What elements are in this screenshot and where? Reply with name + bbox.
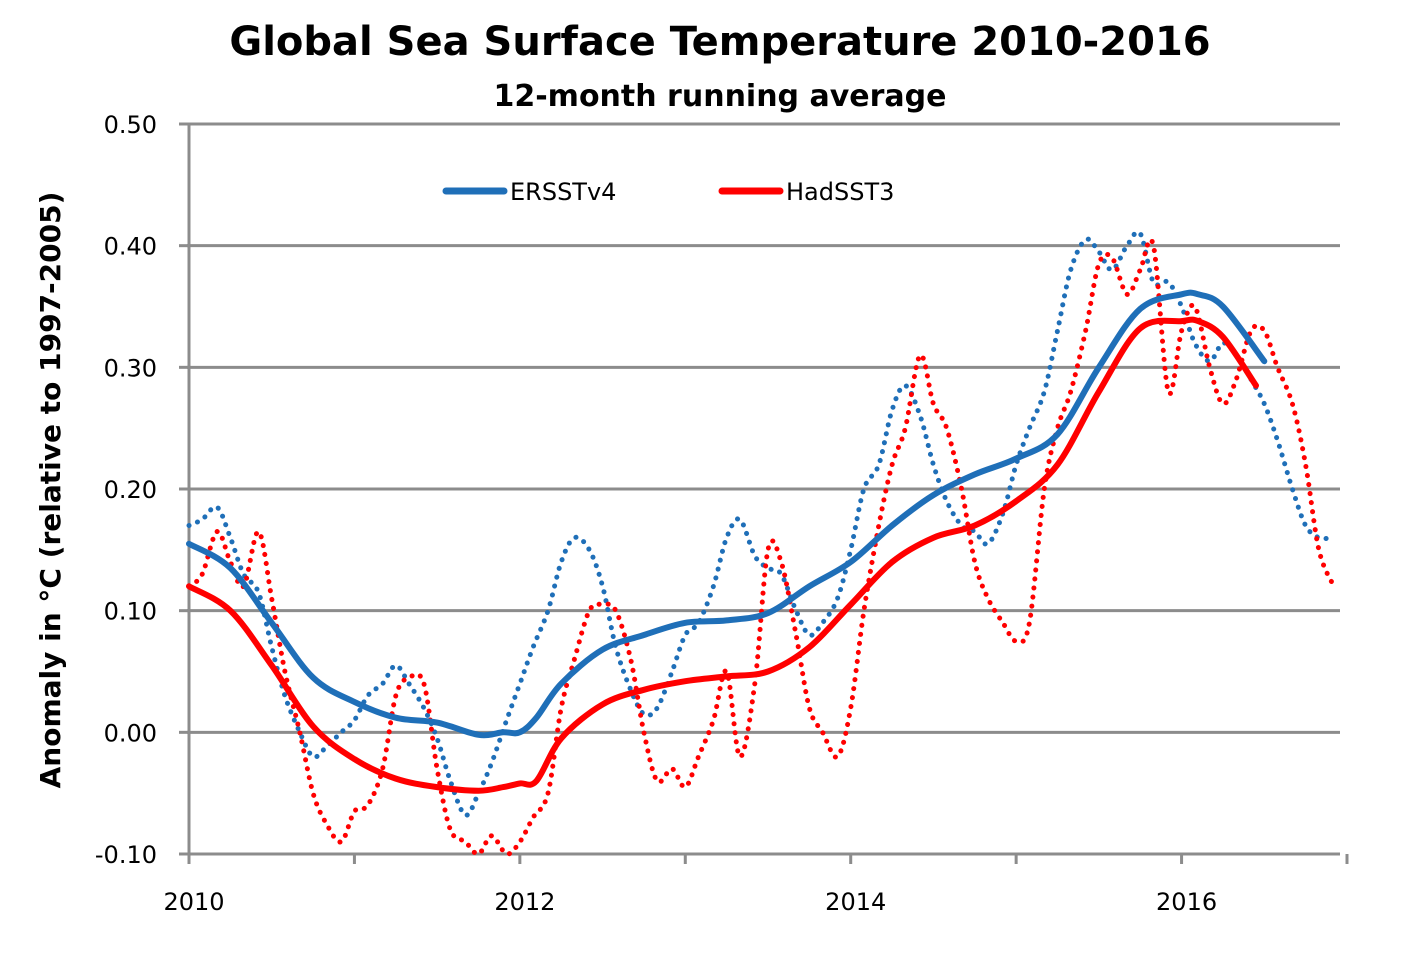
- y-tick-label: 0.10: [104, 598, 157, 626]
- y-tick-labels: -0.10 0.00 0.10 0.20 0.30 0.40 0.50: [95, 111, 157, 869]
- legend: ERSSTv4 HadSST3: [442, 178, 894, 206]
- x-tick-labels: 2010 2012 2014 2016: [163, 888, 1217, 916]
- y-tick-label: 0.00: [104, 719, 157, 747]
- series-line-ersstv4-monthly: [186, 229, 1337, 818]
- legend-label-ersstv4: ERSSTv4: [510, 178, 616, 206]
- axes: [179, 122, 1349, 864]
- series-group: [186, 229, 1337, 857]
- gridlines: [187, 122, 1340, 734]
- legend-label-hadsst3: HadSST3: [786, 178, 894, 206]
- y-tick-label: 0.40: [104, 233, 157, 261]
- x-tick-label: 2014: [825, 888, 886, 916]
- y-tick-label: 0.20: [104, 476, 157, 504]
- series-line-hadsst3-monthly: [186, 237, 1337, 857]
- series-line-ersstv4-12-month-running-average: [186, 289, 1268, 739]
- chart-subtitle: 12-month running average: [493, 79, 946, 114]
- x-tick-label: 2012: [494, 888, 555, 916]
- y-tick-label: -0.10: [95, 841, 157, 869]
- chart-title: Global Sea Surface Temperature 2010-2016: [229, 19, 1210, 65]
- y-tick-label: 0.30: [104, 354, 157, 382]
- x-tick-label: 2010: [163, 888, 224, 916]
- series-line-hadsst3-12-month-running-average: [186, 316, 1259, 794]
- y-axis-label: Anomaly in °C (relative to 1997-2005): [34, 192, 67, 789]
- y-tick-label: 0.50: [104, 111, 157, 139]
- x-tick-label: 2016: [1156, 888, 1217, 916]
